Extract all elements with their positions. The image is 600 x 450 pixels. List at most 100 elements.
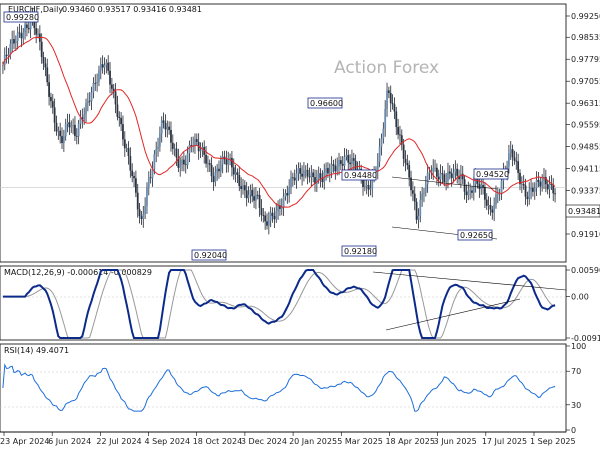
x-tick-label: 3 Jun 2025	[434, 437, 477, 446]
candle-body	[496, 194, 499, 196]
candle-body	[280, 207, 283, 209]
candle-body	[312, 172, 315, 178]
candle-body	[251, 189, 254, 197]
candle-body	[452, 172, 455, 178]
candle-body	[147, 177, 150, 188]
candle-body	[434, 167, 436, 169]
candle-body	[546, 184, 549, 190]
price-annotation-label: 0.92040	[194, 251, 227, 260]
candle-body	[199, 150, 202, 152]
candle-body	[389, 92, 392, 104]
price-tick-label: 0.95595	[571, 121, 600, 130]
candle-body	[218, 168, 220, 172]
rsi-tick-label: 0	[571, 426, 576, 435]
candle-body	[380, 138, 383, 147]
candle-body	[456, 168, 459, 176]
macd-tick-label: 0.00	[571, 293, 589, 302]
macd-y-axis: 0.005907 0.00 -0.009175	[566, 266, 600, 343]
candle-body	[334, 165, 337, 172]
candle-body	[105, 62, 108, 65]
candle-body	[127, 148, 130, 157]
candle-body	[365, 185, 368, 186]
candle-body	[112, 88, 115, 92]
candle-body	[155, 148, 158, 155]
candle-body	[11, 39, 14, 45]
candle-body	[345, 155, 348, 157]
candle-body	[487, 205, 490, 206]
candle-body	[511, 149, 514, 158]
candle-body	[5, 54, 8, 56]
candle-body	[173, 148, 176, 150]
candle-body	[343, 156, 346, 166]
candle-body	[255, 194, 257, 201]
candle-body	[544, 176, 547, 185]
candle-body	[88, 100, 91, 102]
candle-body	[50, 96, 52, 102]
candle-body	[437, 176, 440, 180]
candle-body	[520, 183, 523, 185]
candle-body	[541, 181, 544, 187]
candle-body	[44, 63, 47, 68]
candle-body	[517, 161, 520, 173]
candle-body	[443, 174, 446, 182]
macd-tick-label: -0.009175	[571, 334, 600, 343]
candle-body	[328, 172, 331, 174]
x-tick-label: 23 Apr 2024	[0, 437, 49, 446]
candle-body	[493, 204, 496, 213]
candle-body	[461, 173, 464, 180]
price-annotation-box	[457, 229, 493, 241]
candle-body	[354, 160, 357, 171]
candle-body	[472, 184, 475, 193]
candle-body	[290, 177, 292, 189]
candle-body	[40, 41, 43, 58]
candle-body	[86, 100, 89, 104]
price-annotation-label: 0.94520	[476, 170, 509, 179]
candle-body	[428, 172, 431, 174]
candle-body	[214, 172, 217, 182]
candle-body	[61, 136, 63, 144]
candle-body	[7, 54, 10, 56]
candle-body	[306, 169, 309, 177]
candle-body	[349, 162, 351, 165]
candle-body	[491, 209, 494, 213]
candle-body	[321, 178, 324, 183]
candle-body	[291, 177, 294, 179]
macd-title: MACD(12,26,9) -0.000614 -0.000829	[4, 268, 152, 277]
candle-body	[330, 164, 333, 173]
candle-body	[216, 168, 219, 173]
candle-body	[459, 173, 462, 180]
candle-body	[136, 192, 139, 210]
candle-body	[391, 103, 394, 105]
candle-body	[247, 194, 250, 199]
candle-body	[66, 122, 69, 125]
candle-body	[338, 160, 340, 167]
candle-body	[75, 135, 78, 137]
x-tick-label: 22 Jul 2024	[96, 437, 141, 446]
candle-body	[295, 173, 298, 181]
candle-body	[397, 127, 400, 135]
candle-body	[182, 159, 185, 165]
macd-trend-upper	[372, 271, 567, 291]
x-tick-label: 17 Jul 2025	[482, 437, 527, 446]
candle-body	[299, 168, 302, 174]
rsi-tick-label: 70	[571, 367, 581, 376]
candle-body	[386, 90, 388, 109]
candle-body	[423, 192, 425, 194]
candle-body	[273, 216, 276, 220]
candle-body	[376, 161, 379, 172]
candle-body	[195, 139, 198, 142]
candle-body	[221, 156, 224, 165]
candle-body	[395, 111, 398, 128]
candle-body	[42, 57, 45, 64]
candle-body	[500, 180, 503, 194]
candle-body	[158, 133, 161, 147]
candle-body	[46, 67, 49, 83]
candle-body	[445, 180, 448, 182]
candle-body	[151, 169, 154, 179]
candle-body	[495, 194, 497, 205]
candle-body	[485, 199, 488, 206]
candle-body	[85, 103, 87, 115]
candle-body	[79, 117, 82, 124]
x-tick-label: 18 Apr 2025	[385, 437, 434, 446]
price-panel	[0, 3, 567, 263]
